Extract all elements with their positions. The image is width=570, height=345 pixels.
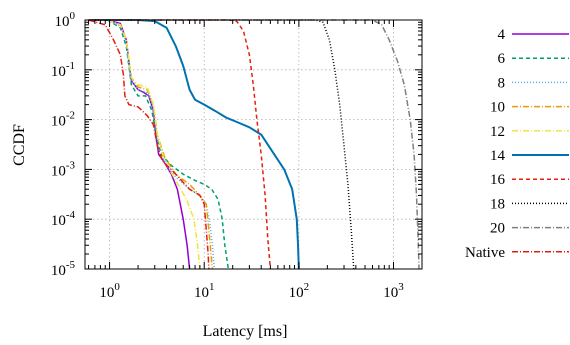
series-line-12: [107, 19, 201, 270]
series-line-native: [88, 19, 210, 270]
series-layer: [88, 19, 420, 270]
y-tick-label: 100: [55, 10, 76, 30]
x-tick-label: 100: [99, 281, 120, 301]
tick-layer: 100 101 102 103 100 10-1 10-2 10-3 10-4 10-5: [51, 10, 422, 301]
series-line-4: [107, 19, 191, 270]
legend-label-native: Native: [465, 245, 505, 261]
plot-frame: [84, 19, 423, 270]
series-line-20: [88, 19, 420, 270]
legend-label-16: 16: [490, 172, 506, 188]
legend-label-6: 6: [498, 51, 506, 67]
legend-label-4: 4: [498, 27, 506, 43]
series-line-14: [88, 19, 300, 270]
legend-label-20: 20: [490, 221, 505, 237]
grid-layer: [85, 19, 422, 270]
legend-label-18: 18: [490, 196, 505, 212]
legend-label-14: 14: [490, 148, 506, 164]
series-line-6: [107, 19, 230, 270]
x-tick-label: 101: [194, 281, 215, 301]
x-tick-label: 102: [289, 281, 310, 301]
legend-label-8: 8: [498, 75, 506, 91]
legend-label-10: 10: [490, 100, 505, 116]
y-tick-label: 10-2: [51, 110, 75, 130]
legend-label-12: 12: [490, 124, 505, 140]
y-tick-label: 10-3: [51, 159, 76, 179]
y-tick-label: 10-1: [51, 60, 75, 80]
y-tick-label: 10-5: [51, 259, 76, 279]
x-axis-label: Latency [ms]: [203, 323, 288, 340]
legend: 4 6 8 10 12 14 16 18 20 Native: [465, 27, 569, 261]
x-tick-label: 103: [383, 281, 404, 301]
y-axis-label: CCDF: [11, 124, 28, 166]
y-tick-label: 10-4: [51, 209, 76, 229]
